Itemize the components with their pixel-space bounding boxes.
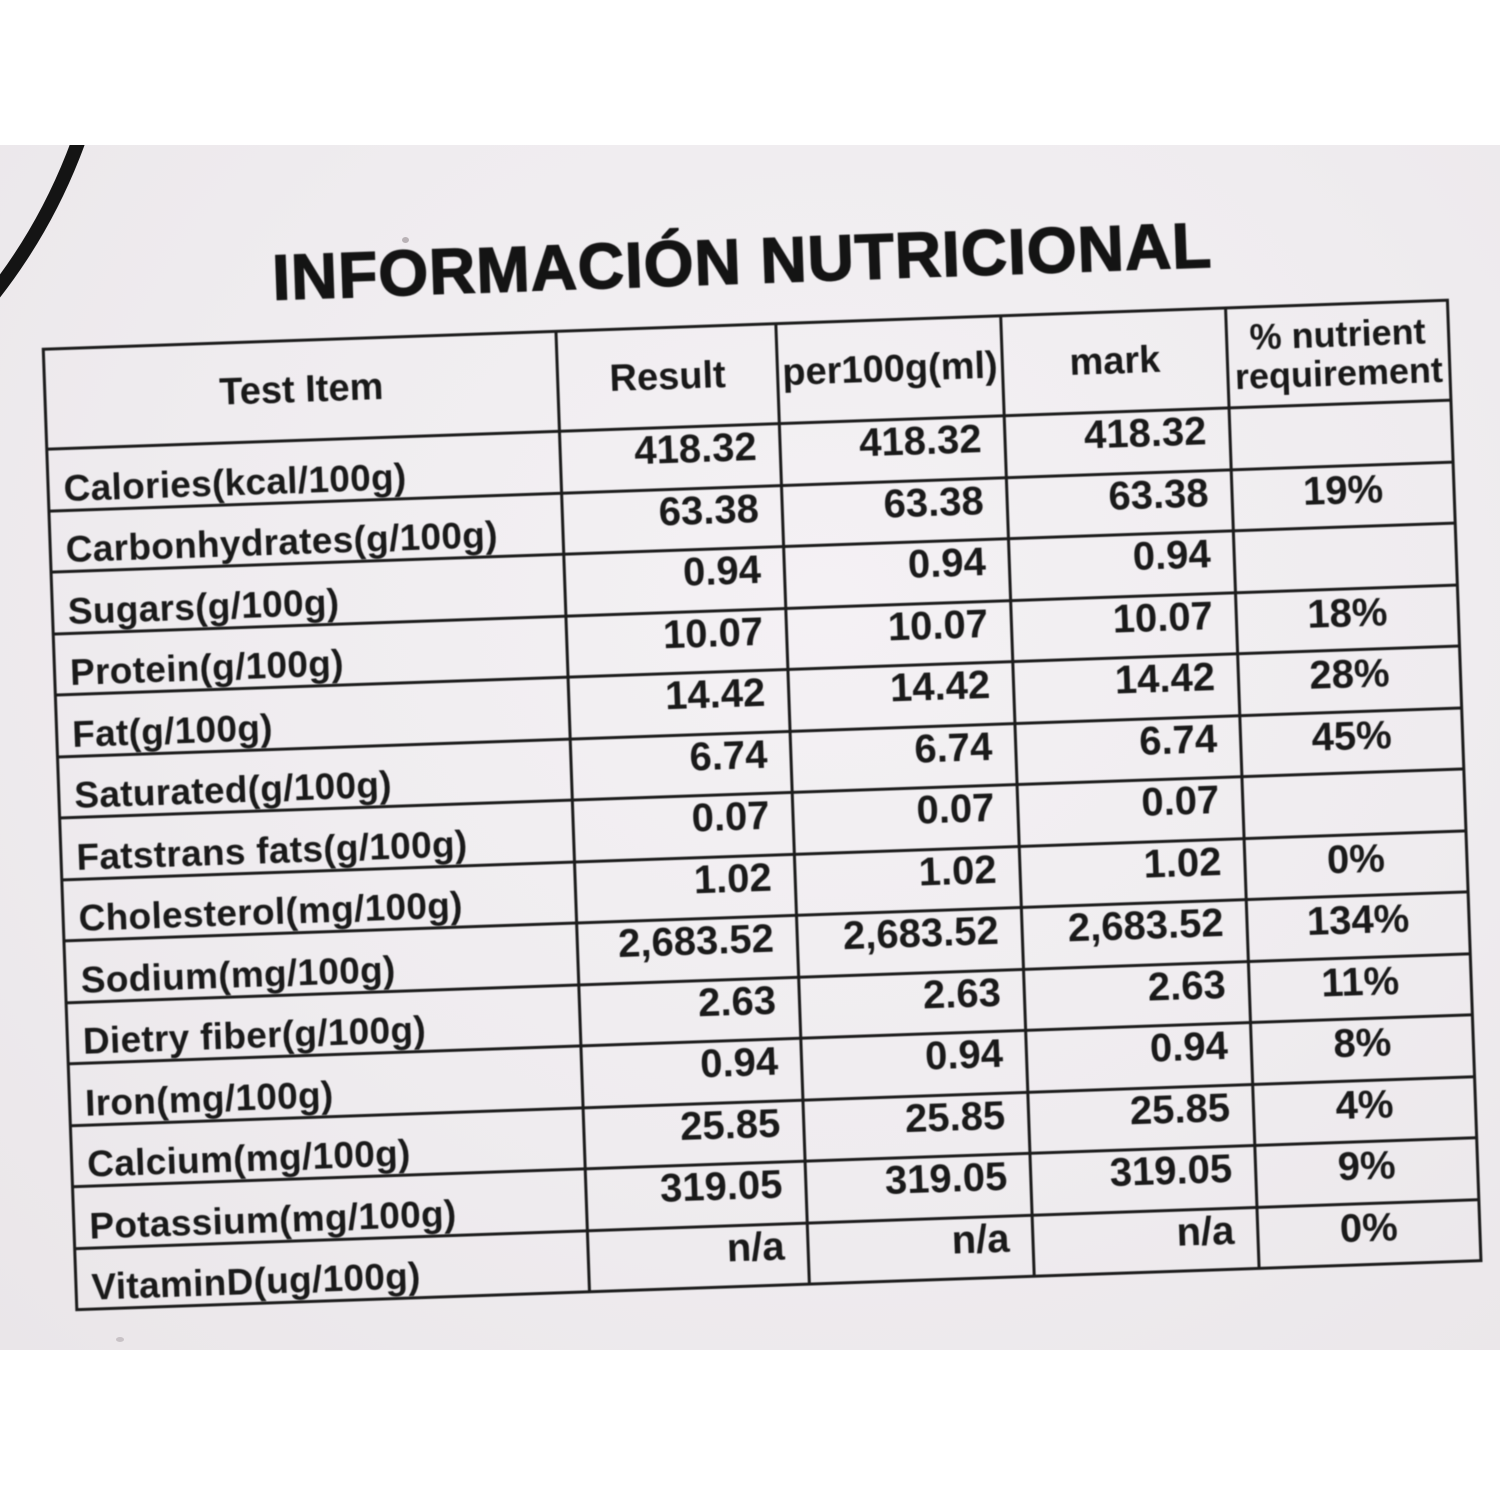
- row-value-per100g: 63.38: [781, 477, 1009, 547]
- row-value-mark: n/a: [1032, 1206, 1260, 1277]
- row-value-result: 2,683.52: [576, 915, 799, 985]
- row-value-pct: 9%: [1254, 1137, 1479, 1207]
- row-value-pct: [1229, 400, 1454, 470]
- row-value-mark: 2.63: [1023, 961, 1251, 1031]
- row-value-result: 10.07: [565, 608, 788, 678]
- row-value-mark: 10.07: [1010, 592, 1238, 662]
- row-value-mark: 2,683.52: [1021, 899, 1249, 969]
- row-value-pct: 19%: [1231, 461, 1456, 531]
- row-value-pct: [1233, 523, 1458, 593]
- row-value-result: 319.05: [585, 1161, 808, 1231]
- row-value-pct: 0%: [1244, 830, 1469, 900]
- row-value-per100g: 25.85: [802, 1091, 1030, 1162]
- column-header-mark: mark: [1000, 307, 1230, 416]
- row-value-per100g: 0.94: [783, 538, 1011, 609]
- row-value-result: 0.07: [572, 792, 795, 862]
- row-value-mark: 319.05: [1029, 1145, 1257, 1215]
- row-value-mark: 14.42: [1012, 653, 1240, 724]
- row-value-per100g: 0.94: [800, 1030, 1028, 1100]
- row-value-per100g: n/a: [807, 1214, 1035, 1285]
- row-value-mark: 63.38: [1006, 469, 1234, 539]
- page-title: INFORMACIÓN NUTRICIONAL: [270, 208, 1214, 314]
- row-value-result: 0.94: [563, 546, 786, 616]
- row-value-pct: 28%: [1237, 646, 1462, 716]
- row-value-per100g: 2.63: [798, 968, 1026, 1039]
- row-value-mark: 0.94: [1025, 1022, 1253, 1092]
- row-value-result: 25.85: [583, 1099, 806, 1169]
- row-value-result: 14.42: [568, 669, 791, 739]
- row-value-per100g: 0.07: [792, 784, 1020, 854]
- row-value-per100g: 418.32: [779, 415, 1007, 486]
- row-value-pct: 8%: [1250, 1014, 1475, 1084]
- row-value-pct: [1241, 768, 1466, 839]
- row-value-per100g: 14.42: [787, 661, 1015, 731]
- row-value-result: 6.74: [570, 730, 793, 801]
- row-value-result: 2.63: [578, 976, 801, 1046]
- row-value-mark: 418.32: [1004, 407, 1232, 478]
- row-value-mark: 0.94: [1008, 530, 1236, 601]
- row-value-mark: 0.07: [1017, 776, 1245, 846]
- column-header-nutrient-requirement: % nutrient requirement: [1225, 300, 1451, 408]
- photo-speck: [402, 237, 409, 243]
- row-value-per100g: 319.05: [805, 1153, 1033, 1223]
- row-value-result: 1.02: [574, 853, 797, 923]
- photo-speck: [116, 1337, 124, 1342]
- column-header-test-item: Test Item: [43, 331, 560, 450]
- row-value-per100g: 2,683.52: [796, 907, 1024, 977]
- row-value-per100g: 1.02: [794, 845, 1022, 916]
- row-value-pct: 0%: [1256, 1199, 1481, 1269]
- row-value-mark: 1.02: [1019, 838, 1247, 908]
- row-value-pct: 134%: [1246, 891, 1471, 962]
- nutrition-table: Test Item Result per100g(ml) mark % nutr…: [41, 298, 1483, 1312]
- row-value-mark: 25.85: [1027, 1083, 1255, 1154]
- column-header-per100g: per100g(ml): [775, 315, 1005, 424]
- column-header-result: Result: [555, 323, 780, 432]
- table-body: Calories(kcal/100g) 418.32 418.32 418.32 Car…: [46, 400, 1481, 1310]
- row-value-per100g: 10.07: [785, 600, 1013, 670]
- row-value-pct: 11%: [1248, 953, 1473, 1023]
- label-photo: INFORMACIÓN NUTRICIONAL Test Item Result…: [0, 145, 1500, 1350]
- row-value-mark: 6.74: [1014, 715, 1242, 785]
- row-value-result: 0.94: [580, 1038, 803, 1108]
- row-value-pct: 18%: [1235, 584, 1460, 654]
- row-value-pct: 45%: [1239, 707, 1464, 777]
- row-value-result: 63.38: [561, 485, 784, 555]
- row-value-per100g: 6.74: [790, 723, 1018, 793]
- document-content: INFORMACIÓN NUTRICIONAL Test Item Result…: [29, 145, 1488, 1312]
- row-value-result: 418.32: [559, 423, 782, 493]
- row-value-pct: 4%: [1252, 1076, 1477, 1146]
- row-value-result: n/a: [587, 1222, 810, 1292]
